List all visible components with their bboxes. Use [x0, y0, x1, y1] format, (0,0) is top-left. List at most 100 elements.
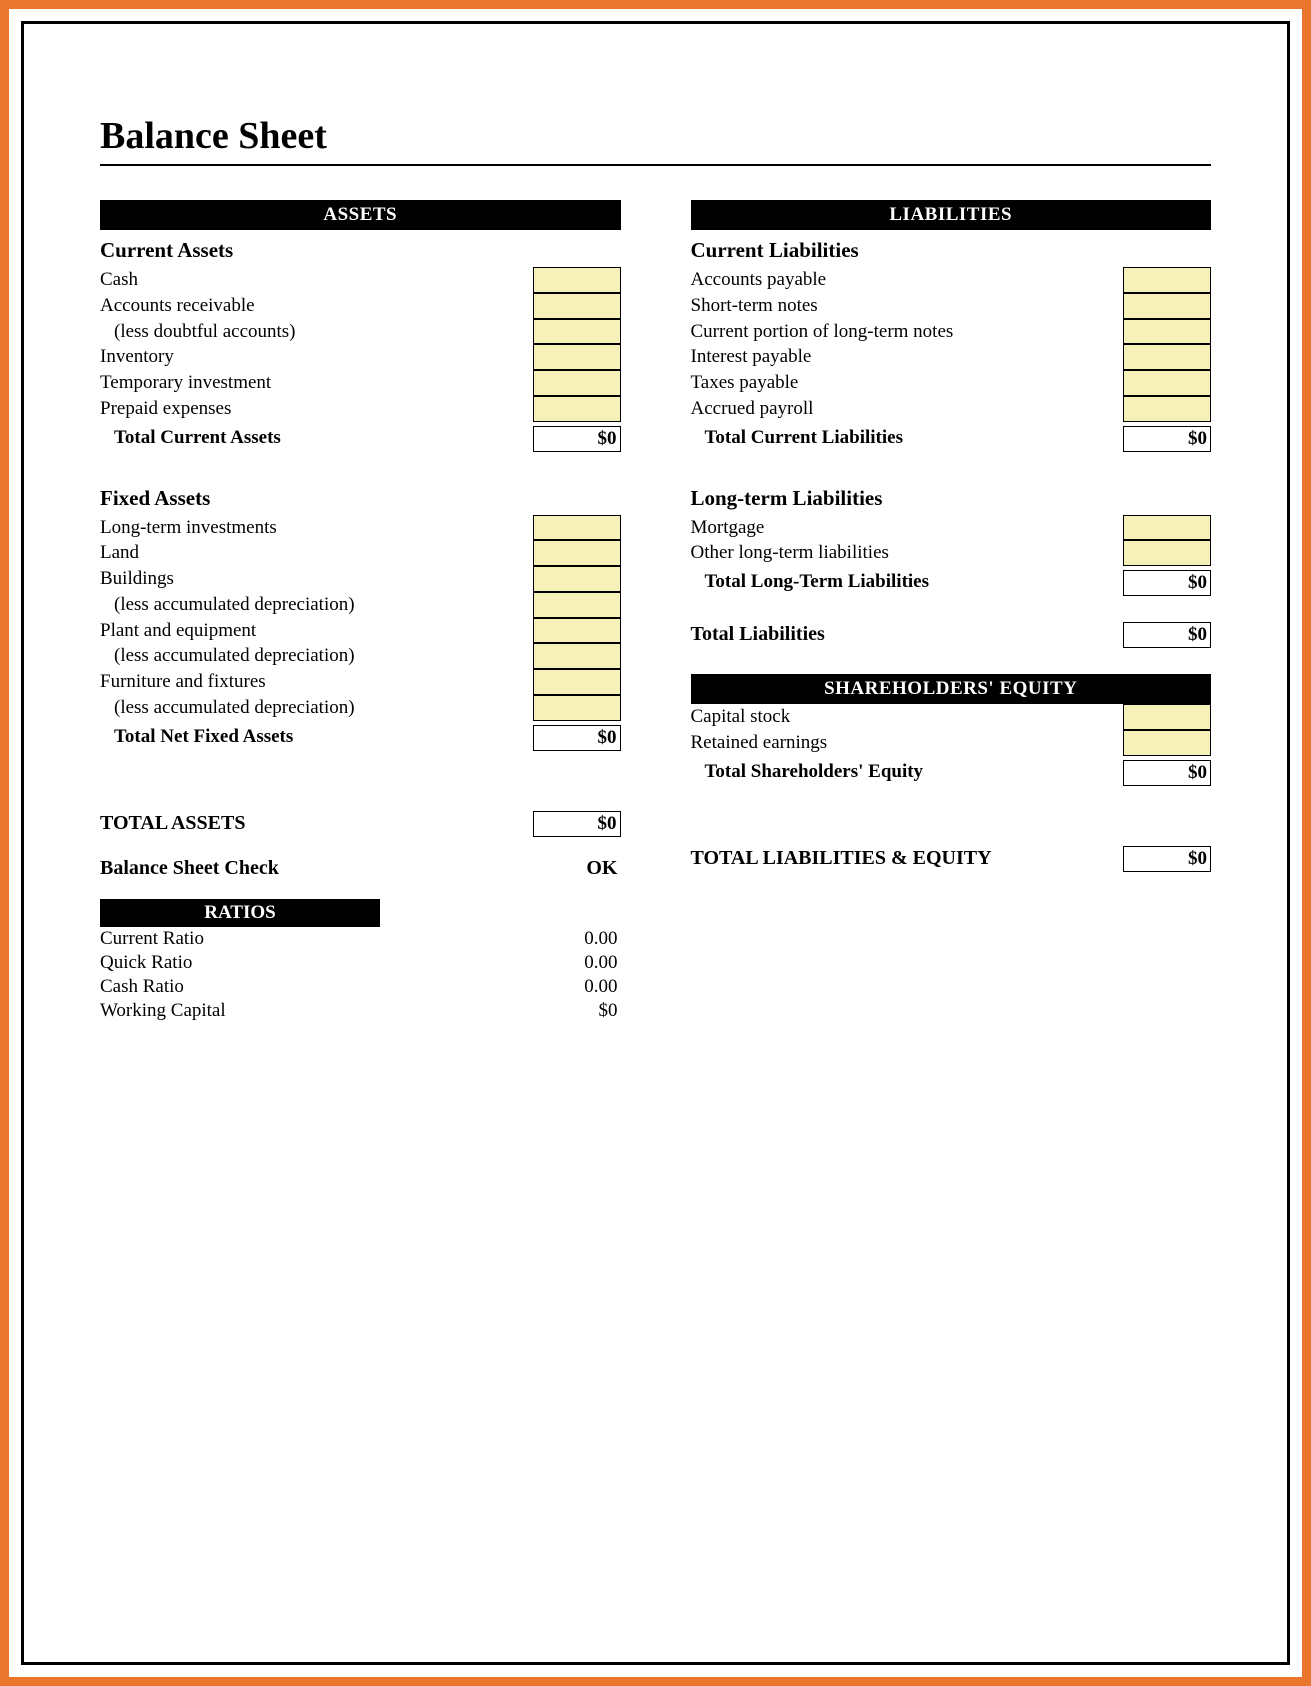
liability-input-stnotes[interactable] [1123, 293, 1211, 319]
equity-input-retained[interactable] [1123, 730, 1211, 756]
ratio-value: 0.00 [533, 975, 621, 999]
equity-label: Retained earnings [691, 730, 1124, 756]
asset-input-prepaid[interactable] [533, 396, 621, 422]
asset-input-ltinv[interactable] [533, 515, 621, 541]
longterm-liabilities-title: Long-term Liabilities [691, 486, 1212, 511]
asset-label: Cash [100, 267, 533, 293]
asset-label: Accounts receivable [100, 293, 533, 319]
asset-input-land[interactable] [533, 540, 621, 566]
balance-check-label: Balance Sheet Check [100, 857, 533, 883]
asset-line: Inventory [100, 344, 621, 370]
assets-column: ASSETS Current Assets Cash Accounts rece… [100, 200, 621, 1023]
liability-input-ap[interactable] [1123, 267, 1211, 293]
assets-header: ASSETS [100, 200, 621, 230]
total-liab-equity-label: TOTAL LIABILITIES & EQUITY [691, 846, 1124, 872]
page-title: Balance Sheet [100, 114, 1227, 158]
liability-label: Taxes payable [691, 370, 1124, 396]
ratio-row: Cash Ratio 0.00 [100, 975, 621, 999]
asset-input-inventory[interactable] [533, 344, 621, 370]
total-assets-label: TOTAL ASSETS [100, 811, 533, 837]
total-equity-label: Total Shareholders' Equity [691, 760, 1124, 786]
asset-input-cash[interactable] [533, 267, 621, 293]
asset-line: Long-term investments [100, 515, 621, 541]
liability-input-mortgage[interactable] [1123, 515, 1211, 541]
asset-label: Buildings [100, 566, 533, 592]
title-rule [100, 164, 1211, 166]
total-equity-value: $0 [1123, 760, 1211, 786]
liability-label: Accounts payable [691, 267, 1124, 293]
equity-line: Retained earnings [691, 730, 1212, 756]
asset-input-plant[interactable] [533, 618, 621, 644]
liability-input-otherlt[interactable] [1123, 540, 1211, 566]
asset-label: (less accumulated depreciation) [100, 643, 533, 669]
current-assets-title: Current Assets [100, 238, 621, 263]
liability-input-curltnotes[interactable] [1123, 319, 1211, 345]
asset-input-furniture[interactable] [533, 669, 621, 695]
equity-label: Capital stock [691, 704, 1124, 730]
asset-line: Temporary investment [100, 370, 621, 396]
total-liabilities-label: Total Liabilities [691, 622, 1124, 648]
liabilities-column: LIABILITIES Current Liabilities Accounts… [691, 200, 1212, 1023]
ratio-label: Cash Ratio [100, 975, 533, 999]
liability-input-payroll[interactable] [1123, 396, 1211, 422]
equity-line: Capital stock [691, 704, 1212, 730]
ratio-value: 0.00 [533, 927, 621, 951]
ratio-row: Current Ratio 0.00 [100, 927, 621, 951]
asset-line: (less accumulated depreciation) [100, 695, 621, 721]
liability-label: Current portion of long-term notes [691, 319, 1124, 345]
liability-line: Mortgage [691, 515, 1212, 541]
asset-input-pdep[interactable] [533, 643, 621, 669]
liability-line: Current portion of long-term notes [691, 319, 1212, 345]
asset-line: Accounts receivable [100, 293, 621, 319]
asset-label: Plant and equipment [100, 618, 533, 644]
total-assets-row: TOTAL ASSETS $0 [100, 811, 621, 837]
ratio-label: Quick Ratio [100, 951, 533, 975]
asset-input-ar[interactable] [533, 293, 621, 319]
asset-label: Land [100, 540, 533, 566]
asset-label: Prepaid expenses [100, 396, 533, 422]
total-liab-equity-row: TOTAL LIABILITIES & EQUITY $0 [691, 846, 1212, 872]
asset-input-tempinv[interactable] [533, 370, 621, 396]
total-equity-row: Total Shareholders' Equity $0 [691, 760, 1212, 786]
asset-line: (less accumulated depreciation) [100, 643, 621, 669]
ratio-row: Working Capital $0 [100, 999, 621, 1023]
asset-input-doubtful[interactable] [533, 319, 621, 345]
ratio-label: Working Capital [100, 999, 533, 1023]
liability-line: Accounts payable [691, 267, 1212, 293]
ratios-header: RATIOS [100, 899, 380, 927]
asset-line: Buildings [100, 566, 621, 592]
liability-label: Other long-term liabilities [691, 540, 1124, 566]
asset-label: Temporary investment [100, 370, 533, 396]
outer-frame: Balance Sheet ASSETS Current Assets Cash… [0, 0, 1311, 1686]
liability-line: Accrued payroll [691, 396, 1212, 422]
total-longterm-liabilities-label: Total Long-Term Liabilities [691, 570, 1124, 596]
liability-input-interest[interactable] [1123, 344, 1211, 370]
equity-input-capital[interactable] [1123, 704, 1211, 730]
total-current-liabilities-label: Total Current Liabilities [691, 426, 1124, 452]
asset-label: Long-term investments [100, 515, 533, 541]
total-assets-value: $0 [533, 811, 621, 837]
total-fixed-assets-value: $0 [533, 725, 621, 751]
total-current-assets-row: Total Current Assets $0 [100, 426, 621, 452]
fixed-assets-title: Fixed Assets [100, 486, 621, 511]
asset-line: (less accumulated depreciation) [100, 592, 621, 618]
asset-line: Land [100, 540, 621, 566]
total-longterm-liabilities-row: Total Long-Term Liabilities $0 [691, 570, 1212, 596]
liability-label: Mortgage [691, 515, 1124, 541]
total-fixed-assets-label: Total Net Fixed Assets [100, 725, 533, 751]
liability-label: Short-term notes [691, 293, 1124, 319]
asset-input-fdep[interactable] [533, 695, 621, 721]
asset-input-buildings[interactable] [533, 566, 621, 592]
liability-input-taxes[interactable] [1123, 370, 1211, 396]
asset-label: Inventory [100, 344, 533, 370]
liability-label: Accrued payroll [691, 396, 1124, 422]
asset-line: Furniture and fixtures [100, 669, 621, 695]
asset-input-bdep[interactable] [533, 592, 621, 618]
inner-frame: Balance Sheet ASSETS Current Assets Cash… [21, 21, 1290, 1665]
asset-line: Plant and equipment [100, 618, 621, 644]
asset-line: Prepaid expenses [100, 396, 621, 422]
liability-line: Short-term notes [691, 293, 1212, 319]
liability-line: Interest payable [691, 344, 1212, 370]
liabilities-header: LIABILITIES [691, 200, 1212, 230]
liability-label: Interest payable [691, 344, 1124, 370]
